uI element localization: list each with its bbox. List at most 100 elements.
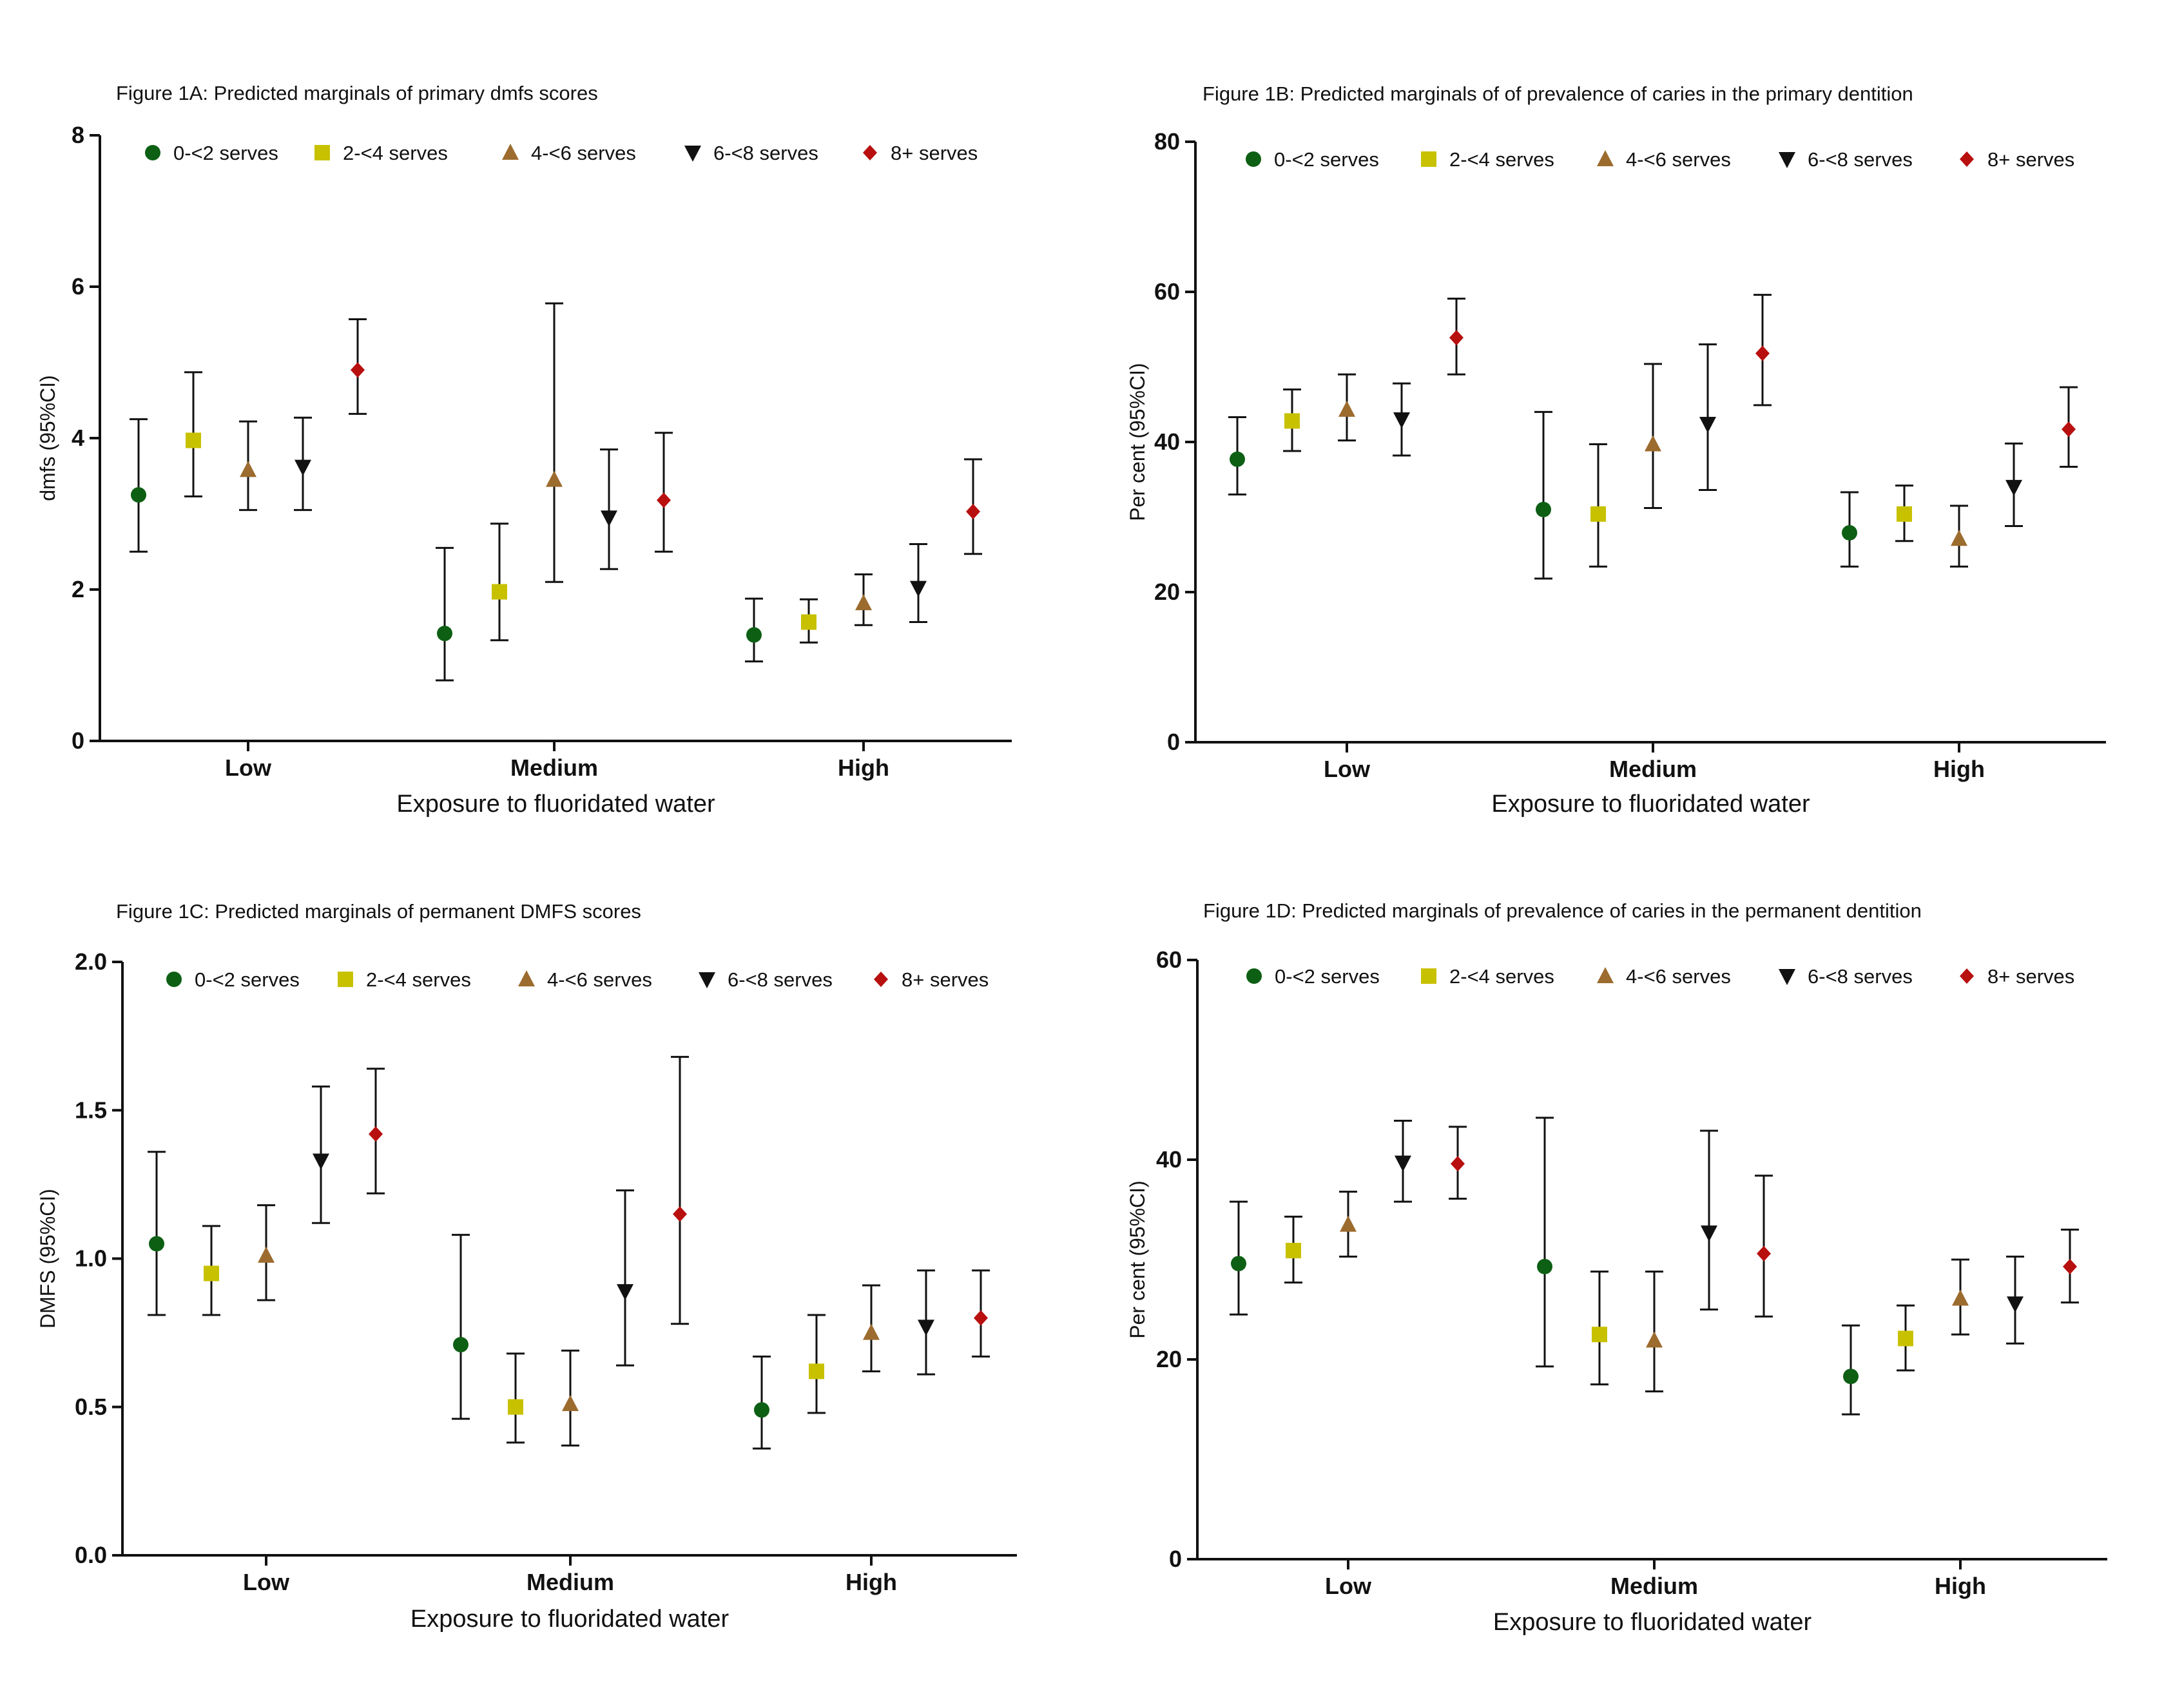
data-point — [1755, 345, 1770, 361]
x-tick-label: Low — [1324, 756, 1371, 782]
series-4-<6 serves — [257, 1204, 880, 1447]
series-0-<2 serves — [1230, 1117, 1860, 1415]
legend: 0-<2 serves 2-<4 serves 4-<6 serves 6-<8 se… — [1246, 965, 2074, 988]
legend-label: 0-<2 serves — [173, 142, 278, 164]
data-point — [1699, 417, 1716, 434]
legend-label: 6-<8 serves — [1808, 965, 1913, 988]
legend-marker — [1421, 151, 1436, 167]
x-tick-label: Low — [243, 1569, 290, 1595]
legend-item: 6-<8 serves — [699, 968, 833, 991]
series-8+ serves — [1449, 1126, 2079, 1318]
x-axis-label: Exposure to fluoridated water — [411, 1606, 729, 1633]
legend-marker — [1779, 969, 1795, 985]
chart-panel-d: Figure 1D: Predicted marginals of preval… — [1126, 899, 2107, 1636]
series-8+ serves — [349, 318, 982, 555]
data-point — [2005, 479, 2022, 496]
legend-label: 2-<4 serves — [366, 968, 471, 991]
y-tick-label: 0 — [72, 727, 84, 754]
y-tick-label: 0 — [1169, 1546, 1182, 1572]
y-tick-label: 6 — [72, 273, 84, 300]
data-point — [1592, 1327, 1607, 1343]
legend-item: 0-<2 serves — [166, 968, 300, 991]
legend: 0-<2 serves 2-<4 serves 4-<6 serves 6-<8 se… — [166, 968, 989, 991]
data-point — [2063, 1258, 2077, 1274]
legend-label: 2-<4 serves — [1449, 148, 1554, 171]
data-point — [1843, 1368, 1859, 1385]
data-point — [204, 1265, 219, 1281]
data-point — [1451, 1156, 1465, 1172]
x-tick-label: Medium — [510, 754, 598, 781]
legend-label: 8+ serves — [1987, 148, 2074, 171]
series-6-<8 serves — [1393, 343, 2023, 527]
x-tick-label: Low — [225, 754, 272, 781]
y-tick-label: 1.0 — [75, 1245, 107, 1272]
series-4-<6 serves — [239, 302, 873, 626]
x-tick-label: Medium — [527, 1569, 614, 1595]
data-point — [562, 1395, 579, 1412]
data-point — [863, 1323, 880, 1340]
legend-marker — [1779, 152, 1795, 168]
data-point — [809, 1363, 824, 1379]
legend-label: 0-<2 serves — [195, 968, 300, 991]
x-axis-label: Exposure to fluoridated water — [1493, 1609, 1812, 1636]
legend-item: 8+ serves — [1960, 148, 2074, 171]
legend-marker — [1597, 150, 1614, 166]
legend-item: 4-<6 serves — [1597, 148, 1731, 171]
legend-label: 4-<6 serves — [1626, 965, 1731, 988]
data-point — [313, 1153, 329, 1170]
y-tick-label: 60 — [1154, 278, 1180, 305]
chart-panel-c: Figure 1C: Predicted marginals of perman… — [36, 900, 1017, 1633]
data-point — [1338, 400, 1355, 417]
legend-label: 8+ serves — [891, 142, 978, 164]
legend-label: 8+ serves — [1987, 965, 2074, 988]
legend-item: 2-<4 serves — [314, 142, 448, 164]
data-point — [746, 627, 762, 643]
data-point — [149, 1236, 164, 1252]
legend-marker — [1597, 967, 1614, 983]
x-tick-label: High — [845, 1569, 897, 1595]
data-point — [186, 432, 201, 448]
x-tick-label: Medium — [1609, 756, 1697, 782]
legend-marker — [1246, 968, 1262, 984]
chart-title: Figure 1B: Predicted marginals of of pre… — [1203, 82, 1913, 105]
x-tick-label: Low — [1325, 1573, 1372, 1599]
data-point — [801, 614, 816, 630]
data-point — [918, 1319, 934, 1336]
x-tick-label: High — [1935, 1573, 1986, 1599]
data-point — [1393, 412, 1410, 429]
legend-item: 2-<4 serves — [338, 968, 471, 991]
legend-item: 6-<8 serves — [684, 142, 818, 164]
y-tick-label: 0.0 — [75, 1542, 107, 1568]
y-axis-label: DMFS (95%CI) — [36, 1189, 59, 1329]
x-axis-label: Exposure to fluoridated water — [396, 791, 715, 818]
y-tick-label: 40 — [1156, 1146, 1182, 1173]
series-6-<8 serves — [294, 416, 927, 624]
data-point — [974, 1310, 988, 1326]
data-point — [453, 1337, 469, 1353]
data-point — [1842, 524, 1857, 541]
legend-label: 6-<8 serves — [728, 968, 833, 991]
legend-label: 6-<8 serves — [713, 142, 818, 164]
series-8+ serves — [367, 1055, 990, 1358]
legend-marker — [863, 145, 877, 160]
data-point — [240, 461, 256, 477]
data-point — [1537, 1258, 1552, 1274]
legend-label: 2-<4 serves — [343, 142, 448, 164]
legend-item: 0-<2 serves — [145, 142, 278, 164]
series-2-<4 serves — [1283, 388, 1913, 568]
y-tick-label: 40 — [1154, 428, 1180, 455]
legend-label: 8+ serves — [902, 968, 989, 991]
data-point — [508, 1399, 523, 1415]
y-tick-label: 20 — [1154, 579, 1180, 605]
legend-item: 8+ serves — [874, 968, 989, 991]
data-point — [1231, 1256, 1246, 1272]
x-tick-label: High — [838, 754, 889, 781]
y-axis-label: dmfs (95%CI) — [36, 375, 59, 501]
x-axis-label: Exposure to fluoridated water — [1491, 791, 1810, 818]
legend-item: 8+ serves — [863, 142, 978, 164]
legend: 0-<2 serves 2-<4 serves 4-<6 serves 6-<8 se… — [145, 142, 978, 164]
y-tick-label: 2.0 — [75, 948, 107, 975]
legend-marker — [1960, 968, 1974, 984]
data-point — [1645, 435, 1661, 452]
series-8+ serves — [1447, 294, 2078, 468]
